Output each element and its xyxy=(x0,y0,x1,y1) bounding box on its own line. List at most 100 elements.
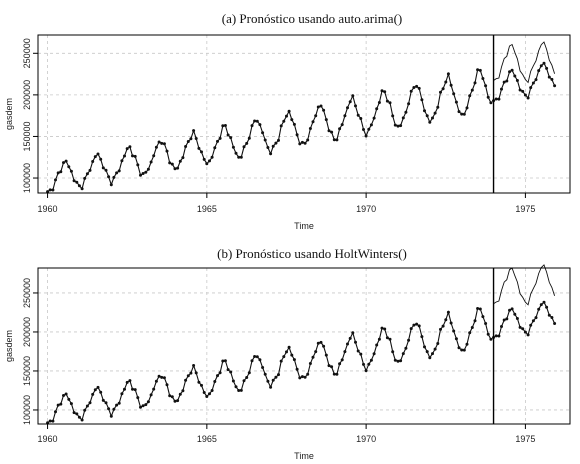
data-point xyxy=(497,334,501,338)
data-point xyxy=(247,371,251,375)
data-point xyxy=(537,307,541,311)
data-point xyxy=(446,72,450,76)
data-point xyxy=(80,418,84,422)
data-point xyxy=(351,94,355,98)
data-point xyxy=(542,300,546,304)
data-point xyxy=(553,322,557,325)
data-point xyxy=(377,337,381,341)
data-point xyxy=(75,412,79,416)
x-tick-label: 1975 xyxy=(515,204,535,214)
data-point xyxy=(231,379,235,383)
data-point xyxy=(258,123,262,127)
data-point xyxy=(197,146,201,150)
data-point xyxy=(83,176,87,180)
data-point xyxy=(550,316,554,319)
chart-b: 1960 1965 1970 1975 100000 150000 200000 250000… xyxy=(4,264,571,461)
data-point xyxy=(338,362,342,366)
data-point xyxy=(189,371,193,375)
data-point xyxy=(534,316,538,320)
data-point xyxy=(144,403,148,407)
data-point xyxy=(104,168,108,172)
data-point xyxy=(441,87,445,91)
data-point xyxy=(425,350,429,354)
data-point xyxy=(362,128,365,131)
data-point xyxy=(505,79,509,83)
data-point xyxy=(72,179,76,183)
data-point xyxy=(85,404,89,408)
data-point xyxy=(542,61,546,65)
data-point xyxy=(237,389,241,392)
data-point xyxy=(484,84,488,88)
data-point xyxy=(433,111,437,115)
data-point xyxy=(269,152,273,156)
data-point xyxy=(186,140,190,143)
data-point xyxy=(385,99,389,103)
data-point xyxy=(346,342,349,346)
y-axis-title: gasdem xyxy=(4,330,14,362)
data-point xyxy=(364,369,368,373)
data-point xyxy=(125,147,129,151)
data-point xyxy=(518,325,522,329)
data-point xyxy=(409,89,413,93)
data-point xyxy=(91,160,95,163)
data-point xyxy=(449,321,453,325)
data-point xyxy=(330,365,334,369)
data-point xyxy=(526,96,530,100)
data-point xyxy=(364,134,368,138)
data-point xyxy=(83,408,87,412)
data-point xyxy=(48,188,52,192)
x-tick-label: 1970 xyxy=(356,204,376,214)
data-point xyxy=(369,358,373,362)
data-point xyxy=(250,124,254,128)
data-point xyxy=(239,388,243,392)
data-point xyxy=(481,315,485,319)
data-point xyxy=(117,401,121,405)
data-point xyxy=(77,184,81,188)
y-tick-label: 100000 xyxy=(22,395,32,425)
data-point xyxy=(157,374,161,378)
data-point xyxy=(51,419,55,423)
data-point xyxy=(356,113,360,117)
x-axis-title: Time xyxy=(294,451,314,461)
data-point xyxy=(178,159,182,163)
data-point xyxy=(340,358,344,362)
data-point xyxy=(162,376,166,380)
data-point xyxy=(88,401,92,405)
data-point xyxy=(332,138,336,142)
data-point xyxy=(258,358,262,362)
data-point xyxy=(439,327,442,331)
data-point xyxy=(221,359,225,363)
data-point xyxy=(277,138,280,142)
data-point xyxy=(285,350,288,354)
data-point xyxy=(314,350,318,354)
data-point xyxy=(93,155,97,159)
data-point xyxy=(88,168,92,172)
data-point xyxy=(462,348,466,352)
data-point xyxy=(393,123,397,127)
data-point xyxy=(362,362,365,366)
data-point xyxy=(385,336,389,340)
data-point xyxy=(523,330,527,334)
data-point xyxy=(290,118,294,122)
y-axis-title: gasdem xyxy=(4,98,14,130)
data-point xyxy=(508,308,511,312)
data-point xyxy=(311,120,315,124)
data-point xyxy=(539,303,543,307)
data-point xyxy=(298,376,302,380)
data-point xyxy=(457,346,461,350)
data-point xyxy=(123,387,126,391)
data-point xyxy=(64,392,68,396)
data-point xyxy=(531,319,535,323)
data-point xyxy=(470,326,474,329)
data-point xyxy=(428,356,432,360)
data-point xyxy=(146,400,150,404)
data-point xyxy=(99,390,103,394)
data-point xyxy=(192,129,196,133)
data-point xyxy=(316,105,320,109)
data-point xyxy=(508,70,511,74)
data-point xyxy=(539,64,543,68)
data-point xyxy=(338,127,342,131)
data-point xyxy=(67,397,71,401)
data-point xyxy=(186,374,190,378)
